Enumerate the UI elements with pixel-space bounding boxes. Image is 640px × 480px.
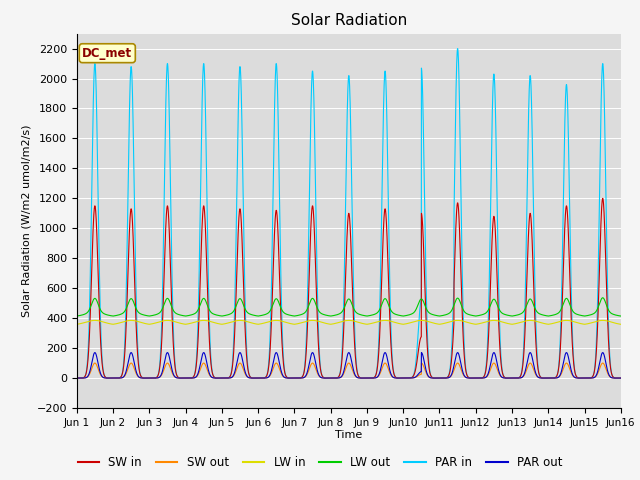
Text: DC_met: DC_met <box>82 47 132 60</box>
Y-axis label: Solar Radiation (W/m2 umol/m2/s): Solar Radiation (W/m2 umol/m2/s) <box>21 124 31 317</box>
Legend: SW in, SW out, LW in, LW out, PAR in, PAR out: SW in, SW out, LW in, LW out, PAR in, PA… <box>73 452 567 474</box>
X-axis label: Time: Time <box>335 431 362 441</box>
Title: Solar Radiation: Solar Radiation <box>291 13 407 28</box>
